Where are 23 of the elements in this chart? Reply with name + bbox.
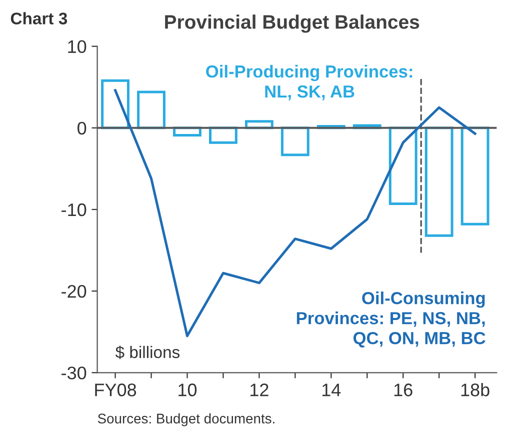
x-tick-label: 14 (322, 384, 341, 396)
x-tick-label: 18b (461, 383, 490, 396)
x-tick-label: 12 (250, 384, 268, 396)
caption: Chart 3 (10, 12, 68, 24)
bar (209, 126, 238, 144)
bar (424, 126, 454, 237)
y-tick-label: -20 (62, 284, 86, 298)
y-tick-label: -30 (62, 366, 86, 380)
series-label: Oil-Producing Provinces: NL, SK, AB (206, 64, 412, 100)
y-tick-label: -10 (62, 203, 86, 216)
y-tick-label: 10 (68, 40, 86, 54)
annotation: $ billions (115, 346, 180, 360)
x-tick-label: FY08 (95, 384, 136, 396)
x-tick-label: 16 (394, 384, 412, 396)
bar (280, 126, 310, 156)
bar (460, 126, 490, 226)
source-note: Sources: Budget documents. (98, 413, 274, 426)
y-tick-label: 0 (78, 122, 86, 135)
chart-title: Provincial Budget Balances (165, 14, 420, 33)
x-tick-label: 10 (178, 384, 197, 396)
bar (137, 90, 166, 130)
bar (388, 126, 418, 206)
series-label: Oil-Consuming Provinces: PE, NS, NB, QC, ON, MB, BC (296, 292, 486, 348)
